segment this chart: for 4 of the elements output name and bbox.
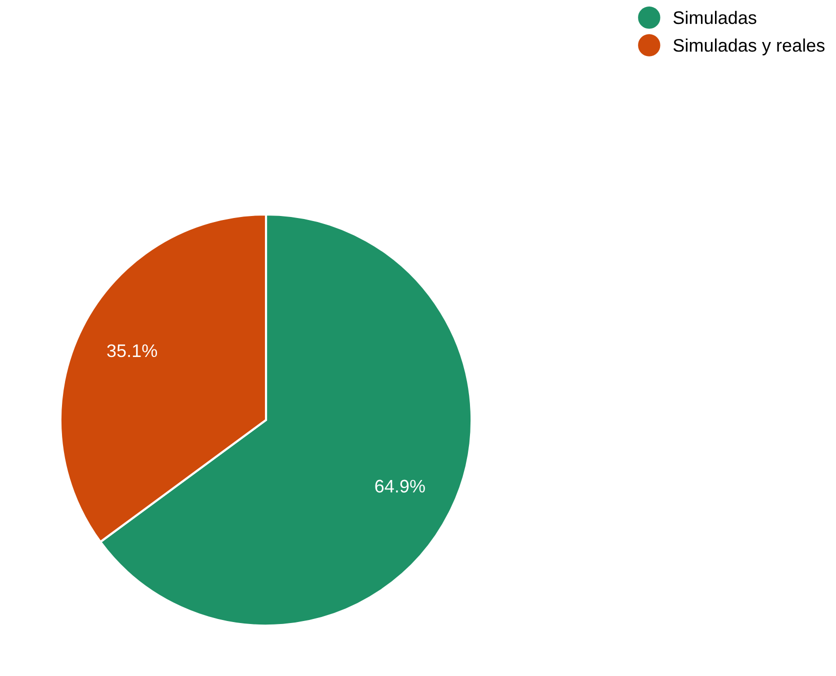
data-label: 35.1% (107, 344, 158, 358)
legend-label: Simuladas y reales (673, 38, 825, 56)
data-label: 64.9% (375, 480, 425, 493)
legend-label: Simuladas (673, 10, 756, 24)
